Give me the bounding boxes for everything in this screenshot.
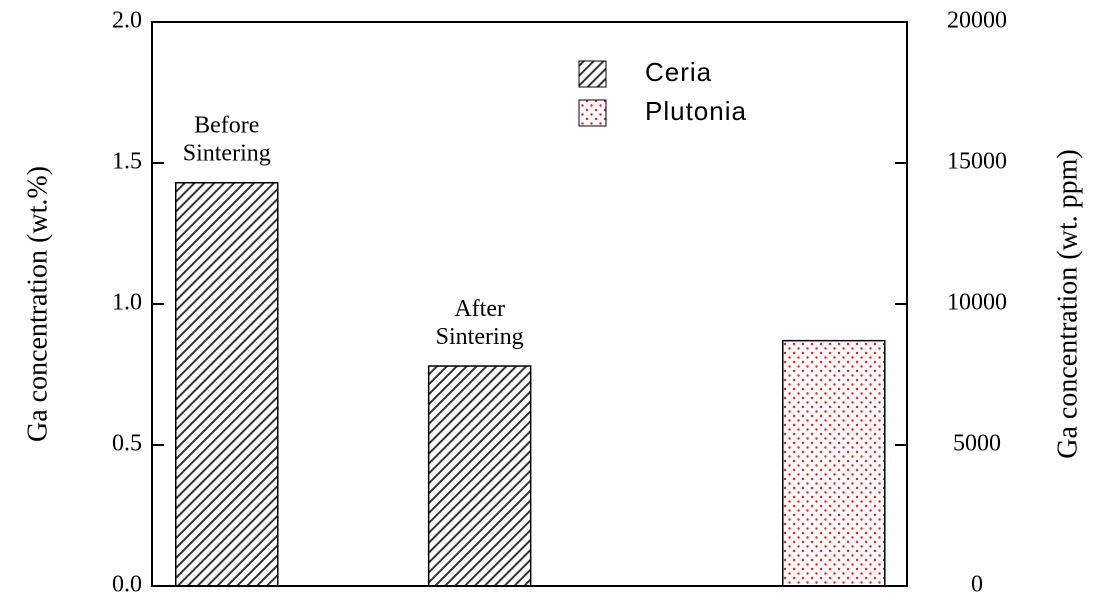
bar-annotation: Before Sintering xyxy=(183,112,271,166)
plot-frame xyxy=(151,21,908,587)
y2-tick-label: 20000 xyxy=(947,8,1007,34)
bar-annotation: After Sintering xyxy=(436,296,524,350)
y-tick-label: 0.5 xyxy=(112,431,142,457)
y-axis-label: Ga concentration (wt.%) xyxy=(22,166,53,442)
y-tick-label: 1.0 xyxy=(112,290,142,316)
y2-tick-label: 10000 xyxy=(947,290,1007,316)
y-tick-label: 1.5 xyxy=(112,149,142,175)
legend-swatch xyxy=(578,99,607,127)
annotation-line: Sintering xyxy=(436,324,524,350)
y2-axis-label: Ga concentration (wt. ppm) xyxy=(1052,149,1083,458)
y2-tick-label: 15000 xyxy=(947,149,1007,175)
annotation-line: Before xyxy=(194,112,259,138)
annotation-line: Sintering xyxy=(183,140,271,166)
annotation-line: After xyxy=(454,296,505,322)
legend-label: Plutonia xyxy=(645,96,747,126)
legend-label: Ceria xyxy=(645,57,712,87)
y2-tick-label: 5000 xyxy=(953,431,1001,457)
bar xyxy=(174,181,279,587)
bar xyxy=(427,365,532,587)
y2-tick-label: 0 xyxy=(971,572,983,598)
legend-swatch xyxy=(578,60,607,88)
y-tick-label: 0.0 xyxy=(112,572,142,598)
bar xyxy=(782,339,886,587)
y-tick-label: 2.0 xyxy=(112,8,142,34)
